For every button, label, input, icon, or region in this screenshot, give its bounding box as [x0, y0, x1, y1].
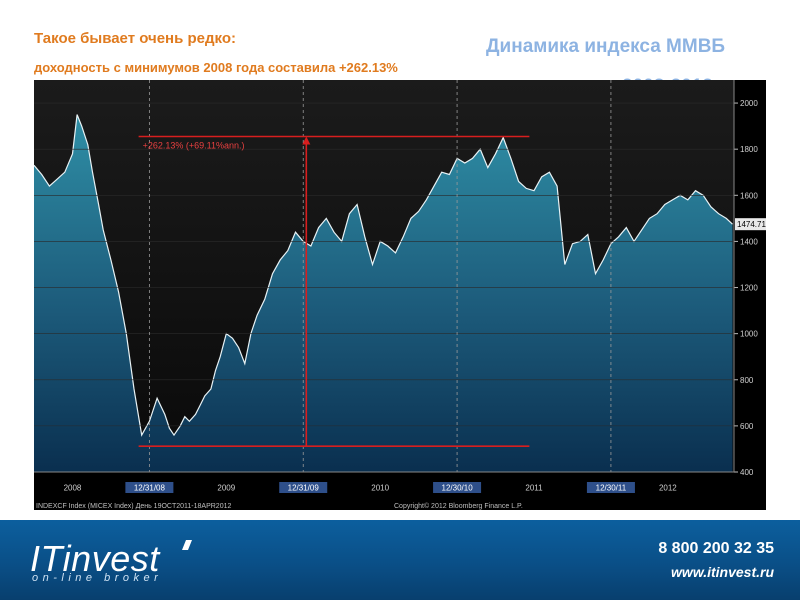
chart-container: 400 600 800 1000 1200 1400 1600 1800 2000 2008 12/… [34, 80, 766, 510]
phone-number: 8 800 200 32 35 [658, 540, 774, 557]
x-tick-label: 12/30/10 [442, 484, 474, 493]
y-tick-label: 1600 [740, 191, 758, 200]
brand-tagline: on-line broker [32, 572, 163, 584]
y-tick-label: 800 [740, 376, 754, 385]
x-tick-label: 2008 [64, 484, 82, 493]
y-tick-label: 600 [740, 422, 754, 431]
x-tick-box [586, 482, 635, 493]
series-line [34, 114, 733, 437]
x-tick-label: 2009 [217, 484, 235, 493]
last-value-label: 1474.71 [737, 220, 766, 229]
last-value-box [735, 218, 766, 231]
annotation-label: +262.13% (+69.11%ann.) [143, 140, 245, 150]
brand-logo: ITinvest [30, 538, 160, 579]
series-area [34, 114, 733, 472]
headline-primary: Такое бывает очень редко: [34, 30, 236, 47]
y-tick-label: 1400 [740, 237, 758, 246]
copyright-label: Copyright© 2012 Bloomberg Finance L.P. [394, 502, 523, 510]
x-tick-label: 2012 [659, 484, 677, 493]
x-tick-label: 12/31/08 [134, 484, 166, 493]
x-tick-label: 2010 [371, 484, 389, 493]
footer-bar: ITinvest on-line broker 8 800 200 32 35 … [0, 520, 800, 600]
y-tick-label: 1800 [740, 145, 758, 154]
annotation-arrow-head [302, 136, 311, 145]
source-label: INDEXCF Index (MICEX Index) День 19OCT20… [36, 503, 231, 510]
micex-chart: 400 600 800 1000 1200 1400 1600 1800 2000 2008 12/… [34, 80, 766, 510]
website-link[interactable]: www.itinvest.ru [671, 564, 774, 580]
slide-title: Динамика индекса ММВБ [486, 36, 726, 57]
y-tick-label: 1000 [740, 330, 758, 339]
y-tick-label: 1200 [740, 284, 758, 293]
headline-yield: доходность с минимумов 2008 года состави… [34, 60, 398, 75]
x-tick-box [433, 482, 482, 493]
x-tick-label: 2011 [525, 484, 543, 493]
logo-slash-icon [182, 540, 192, 550]
y-tick-label: 400 [740, 468, 754, 477]
x-tick-label: 12/30/11 [596, 484, 627, 493]
x-tick-box [125, 482, 174, 493]
x-tick-label: 12/31/09 [288, 484, 320, 493]
y-tick-label: 2000 [740, 99, 758, 108]
x-tick-box [279, 482, 328, 493]
